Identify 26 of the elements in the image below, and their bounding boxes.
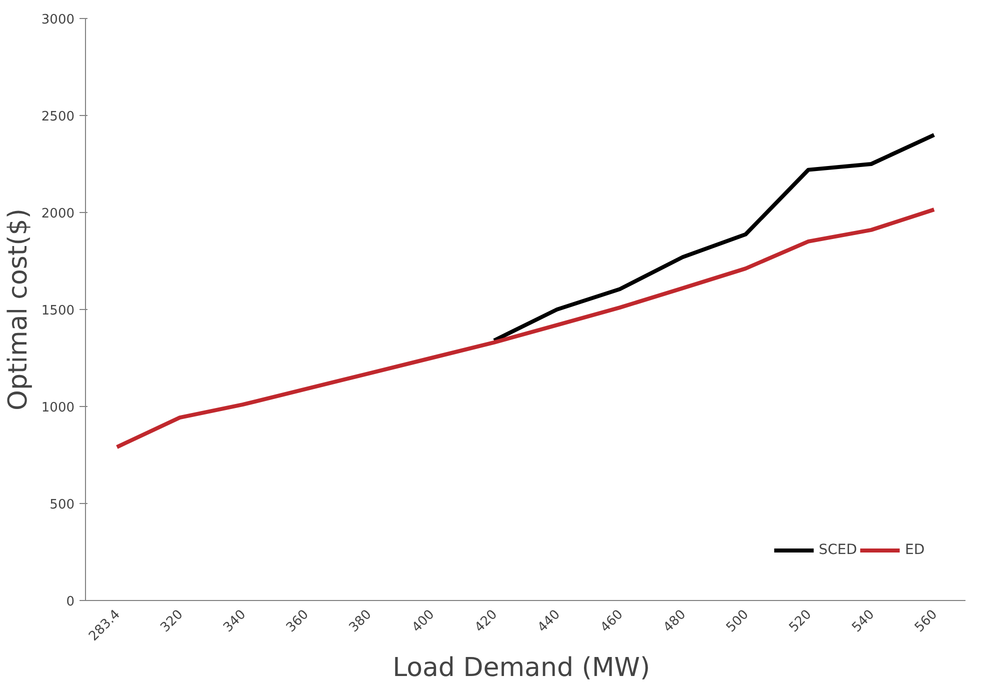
x-tick-label: 440 <box>535 607 564 636</box>
legend-label: SCED <box>818 542 857 558</box>
x-tick-label: 340 <box>220 607 250 636</box>
y-axis-title: Optimal cost($) <box>3 208 34 410</box>
y-tick-label: 1000 <box>41 400 75 416</box>
x-tick-label: 480 <box>660 607 690 636</box>
x-tick-label: 500 <box>724 607 752 636</box>
x-tick-label: 540 <box>849 607 878 636</box>
x-axis-title: Load Demand (MW) <box>392 652 650 683</box>
y-tick-label: 2000 <box>41 206 75 222</box>
y-tick-label: 500 <box>50 498 75 512</box>
x-tick-label: 320 <box>158 607 186 636</box>
legend-label: ED <box>905 542 925 558</box>
x-tick-label: 560 <box>912 607 940 636</box>
line-series <box>114 208 936 450</box>
x-tick-label: 400 <box>409 607 438 636</box>
x-tick-label: 380 <box>346 607 375 636</box>
x-tick-label: 360 <box>284 607 312 636</box>
x-tick-label: 420 <box>472 607 500 636</box>
y-tick-label: 0 <box>66 594 75 610</box>
y-tick-label: 2500 <box>41 110 75 124</box>
y-tick-label: 1500 <box>41 304 75 318</box>
x-tick-label: 520 <box>786 607 815 636</box>
x-tick-label: 460 <box>598 607 626 636</box>
y-tick-label: 3000 <box>41 12 75 28</box>
line-series <box>492 132 936 343</box>
